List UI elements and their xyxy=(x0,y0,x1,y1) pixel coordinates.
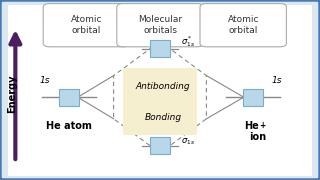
FancyBboxPatch shape xyxy=(117,4,203,47)
Text: Molecular
orbitals: Molecular orbitals xyxy=(138,15,182,35)
Text: +: + xyxy=(259,121,266,130)
Text: $\sigma_{1s}$: $\sigma_{1s}$ xyxy=(181,137,195,147)
FancyBboxPatch shape xyxy=(200,4,286,47)
FancyBboxPatch shape xyxy=(59,89,79,106)
FancyBboxPatch shape xyxy=(8,4,312,176)
Text: ↑↓: ↑↓ xyxy=(151,141,169,151)
Text: ↑: ↑ xyxy=(155,44,165,54)
FancyBboxPatch shape xyxy=(123,68,197,103)
FancyBboxPatch shape xyxy=(43,4,130,47)
Text: Atomic
orbital: Atomic orbital xyxy=(228,15,259,35)
Text: Antibonding: Antibonding xyxy=(136,82,190,91)
FancyBboxPatch shape xyxy=(150,40,170,57)
Text: 1s: 1s xyxy=(271,76,282,86)
Text: He: He xyxy=(244,121,259,131)
FancyBboxPatch shape xyxy=(243,89,262,106)
Text: He atom: He atom xyxy=(46,121,92,131)
Text: Atomic
orbital: Atomic orbital xyxy=(71,15,102,35)
Text: ↑: ↑ xyxy=(248,92,258,102)
FancyBboxPatch shape xyxy=(150,137,170,154)
Text: $\sigma^*_{1s}$: $\sigma^*_{1s}$ xyxy=(181,34,195,49)
FancyBboxPatch shape xyxy=(123,103,197,135)
Text: ion: ion xyxy=(249,132,266,142)
Text: 1s: 1s xyxy=(40,76,51,86)
Text: Bonding: Bonding xyxy=(145,112,182,122)
Text: Energy: Energy xyxy=(7,74,17,113)
Text: ↑↓: ↑↓ xyxy=(60,92,78,102)
